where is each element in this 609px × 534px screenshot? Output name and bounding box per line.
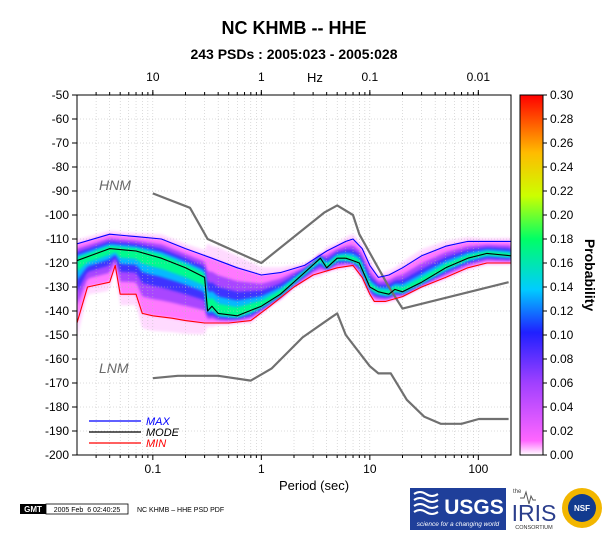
iris-logo: the IRIS CONSORTIUM (512, 489, 557, 531)
gmt-badge-text: GMT (24, 505, 42, 514)
colorbar-tick-label: 0.10 (550, 328, 574, 342)
colorbar-tick-label: 0.12 (550, 304, 574, 318)
iris-prefix: the (513, 489, 522, 495)
legend-entry-mode: MODE (146, 427, 180, 439)
usgs-wordmark: USGS (444, 496, 504, 519)
iris-consortium: CONSORTIUM (515, 525, 553, 531)
colorbar-tick-label: 0.22 (550, 184, 574, 198)
series-line-lnm (152, 312, 509, 425)
y-tick-label: -100 (45, 208, 69, 222)
colorbar-tick-label: 0.18 (550, 232, 574, 246)
colorbar-tick-label: 0.04 (550, 400, 574, 414)
colorbar-tick-label: 0.14 (550, 280, 574, 294)
colorbar-ticks: 0.00 0.02 0.04 0.06 0.08 0.10 0.12 0.14 0.16 0.18… (543, 88, 574, 462)
colorbar-tick-label: 0.08 (550, 352, 574, 366)
colorbar-tick-label: 0.16 (550, 256, 574, 270)
y-tick-label: -60 (52, 112, 70, 126)
y-tick-label: -160 (45, 352, 69, 366)
colorbar-tick-label: 0.20 (550, 208, 574, 222)
x-tick-label: 1 (258, 462, 265, 476)
x2-tick-label: 1 (258, 70, 265, 84)
colorbar-tick-label: 0.26 (550, 136, 574, 150)
colorbar-tick-label: 0.02 (550, 424, 574, 438)
y-tick-label: -80 (52, 160, 70, 174)
series-line-hnm (152, 192, 509, 310)
legend-entry-min: MIN (146, 438, 166, 450)
footer: GMT 2005 Feb 6 02:40:25 NC KHMB – HHE PS… (20, 488, 602, 531)
colorbar-tick-label: 0.28 (550, 112, 574, 126)
y-tick-label: -140 (45, 304, 69, 318)
y-tick-label: -130 (45, 280, 69, 294)
legend: MAX MODE MIN (89, 416, 180, 450)
y-tick-label: -120 (45, 256, 69, 270)
gmt-badge (20, 504, 46, 514)
legend-entry-max: MAX (146, 416, 171, 428)
colorbar-tick-label: 0.30 (550, 88, 574, 102)
timestamp-box (45, 503, 129, 515)
hnm-label: HNM (99, 177, 131, 193)
series-line-max (77, 233, 511, 278)
y-tick-label: -150 (45, 328, 69, 342)
x2-tick-label: 10 (146, 70, 160, 84)
colorbar (519, 94, 544, 456)
timestamp: 2005 Feb 6 02:40:25 (54, 507, 121, 514)
chart-title: NC KHMB -- HHE (222, 18, 367, 38)
y-tick-label: -110 (46, 232, 69, 246)
usgs-logo: USGS science for a changing world (410, 488, 506, 530)
x2-tick-label: 0.1 (361, 70, 378, 84)
colorbar-label: Probability (582, 239, 598, 312)
top-frequency-axis: 10 1 0.1 0.01 (95, 70, 491, 95)
x-axis-label: Period (sec) (279, 478, 349, 493)
chart-subtitle: 243 PSDs : 2005:023 - 2005:028 (190, 46, 397, 62)
y-tick-label: -200 (45, 448, 69, 462)
colorbar-tick-label: 0.00 (550, 448, 574, 462)
y-tick-label: -70 (52, 136, 70, 150)
series-line-mode (77, 248, 511, 317)
usgs-tagline: science for a changing world (417, 521, 500, 528)
y-tick-label: -170 (45, 376, 69, 390)
x-tick-label: 10 (363, 462, 377, 476)
y-tick-label: -90 (52, 184, 70, 198)
y-tick-label: -180 (45, 400, 69, 414)
x2-tick-label: 0.01 (467, 70, 491, 84)
colorbar-tick-label: 0.24 (550, 160, 574, 174)
x-tick-label: 0.1 (144, 462, 161, 476)
nsf-logo: NSF (562, 488, 602, 528)
top-axis-unit-label: Hz (307, 70, 323, 85)
colorbar-tick-label: 0.06 (550, 376, 574, 390)
x-tick-label: 100 (468, 462, 488, 476)
iris-wordmark: IRIS (512, 500, 557, 526)
y-tick-label: -50 (52, 88, 70, 102)
series-lines (77, 192, 511, 425)
nsf-wordmark: NSF (574, 504, 590, 513)
y-axis: -50 -60 -70 -80 -90 -100 -110 -120 -130 -140 -150 -… (45, 88, 77, 462)
series-line-min (77, 262, 511, 324)
x-axis: 0.1 1 10 100 (95, 455, 489, 476)
plot-caption: NC KHMB – HHE PSD PDF (137, 507, 224, 514)
grid (77, 95, 511, 455)
y-tick-label: -190 (45, 424, 69, 438)
lnm-label: LNM (99, 360, 129, 376)
